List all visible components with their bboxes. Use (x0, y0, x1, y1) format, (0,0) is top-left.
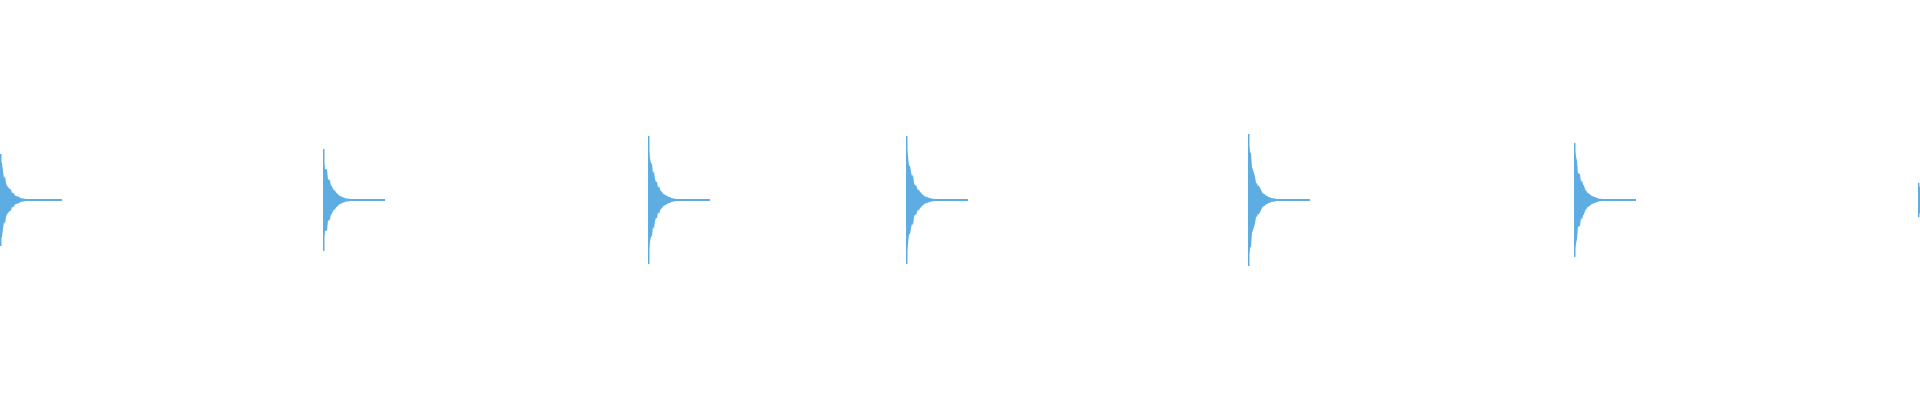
waveform-burst (906, 136, 968, 264)
waveform-burst (648, 136, 710, 264)
waveform-burst (1248, 134, 1310, 266)
waveform-burst (323, 149, 385, 251)
waveform-burst (0, 153, 62, 247)
waveform-tail (323, 199, 385, 201)
waveform-tail (1248, 199, 1310, 201)
waveform-tail (0, 199, 62, 201)
waveform-burst (1574, 143, 1636, 257)
waveform-tail (1574, 199, 1636, 201)
waveform-peak (1918, 183, 1920, 217)
waveform-tail (906, 199, 968, 201)
waveform-tail (648, 199, 710, 201)
